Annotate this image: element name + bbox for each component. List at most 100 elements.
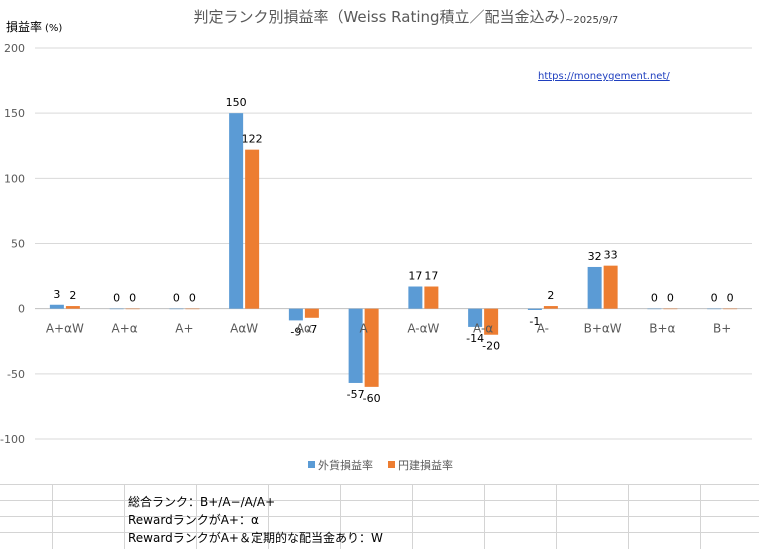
data-label: 122 — [242, 133, 263, 146]
sheet-col-line — [196, 484, 197, 549]
bar-foreign — [647, 308, 662, 310]
y-tick-label: 150 — [4, 107, 25, 120]
bar-foreign — [468, 308, 483, 327]
y-tick-label: 100 — [4, 172, 25, 185]
sheet-col-line — [484, 484, 485, 549]
chart-subtitle: ~2025/9/7 — [565, 15, 618, 26]
bar-foreign — [169, 308, 184, 310]
bar-foreign — [348, 308, 363, 383]
x-category-label: A+αW — [46, 322, 84, 336]
data-label: -1 — [529, 315, 540, 328]
bar-yen — [304, 308, 319, 318]
bar-yen — [603, 265, 618, 309]
sheet-col-line — [412, 484, 413, 549]
data-label: 2 — [69, 289, 76, 302]
legend-swatch-yen — [388, 461, 395, 468]
data-label: -14 — [466, 332, 484, 345]
chart-area: 3 2 0 0 0 0 150 122 -9 -7 -57 -60 17 17 -14 -20 -1 2 32 33 0… — [0, 8, 752, 472]
legend-label-foreign: 外貨損益率 — [318, 458, 373, 472]
note-overall-rank[interactable]: 総合ランク：B+/A−/A/A+ — [128, 495, 276, 509]
bar-foreign — [49, 304, 64, 309]
sheet-row — [0, 532, 759, 549]
x-category-label: B+ — [713, 322, 731, 336]
y-tick-label: 50 — [11, 238, 25, 251]
data-label: 0 — [173, 292, 180, 305]
sheet-col-line — [556, 484, 557, 549]
bar-yen — [723, 308, 738, 310]
sheet-col-line — [340, 484, 341, 549]
y-axis-ticks: -100 -50 0 50 100 150 200 — [0, 42, 25, 446]
data-label: 3 — [53, 288, 60, 301]
sheet-col-line — [124, 484, 125, 549]
x-category-label: A-α — [473, 322, 493, 336]
legend-label-yen: 円建損益率 — [398, 458, 453, 472]
data-label: 2 — [547, 289, 554, 302]
chart-title: 判定ランク別損益率（Weiss Rating積立／配当金込み） — [193, 8, 574, 26]
x-axis-categories: A+αW A+α A+ AαW Aα A A-αW A-α A- B+αW B+α B+ — [46, 322, 731, 336]
data-label: 0 — [189, 292, 196, 305]
bar-yen — [245, 149, 260, 309]
data-label: 150 — [226, 96, 247, 109]
data-label: -7 — [306, 323, 317, 336]
data-label: 0 — [727, 292, 734, 305]
data-label: 17 — [408, 270, 422, 283]
bar-yen — [543, 306, 558, 309]
spreadsheet-cells: 総合ランク：B+/A−/A/A+ RewardランクがA+：α Rewardラン… — [0, 484, 759, 549]
data-label: 32 — [588, 250, 602, 263]
x-category-label: A — [360, 322, 369, 336]
x-category-label: AαW — [230, 322, 258, 336]
x-category-label: A- — [537, 322, 549, 336]
y-axis-label: 損益率 — [6, 19, 42, 34]
bar-yen — [364, 308, 379, 387]
sheet-row — [0, 484, 759, 501]
y-tick-label: 0 — [18, 303, 25, 316]
data-label: -20 — [482, 340, 500, 353]
bar-yen — [125, 308, 140, 310]
y-tick-label: -100 — [0, 433, 25, 446]
bar-yen — [484, 308, 499, 335]
sheet-row — [0, 500, 759, 517]
bar-foreign — [229, 113, 244, 309]
x-category-label: Aα — [296, 322, 312, 336]
legend-swatch-foreign — [308, 461, 315, 468]
bar-yen — [663, 308, 678, 310]
bar-yen — [185, 308, 200, 310]
bar-foreign — [587, 266, 602, 309]
legend: 外貨損益率 円建損益率 — [308, 458, 453, 472]
sheet-col-line — [268, 484, 269, 549]
x-category-label: B+α — [649, 322, 675, 336]
source-link[interactable]: https://moneygement.net/ — [538, 71, 670, 82]
bar-foreign — [408, 286, 423, 309]
data-label: -57 — [347, 388, 365, 401]
x-category-label: A-αW — [407, 322, 439, 336]
sheet-col-line — [52, 484, 53, 549]
y-axis-unit: (%) — [45, 23, 62, 34]
note-reward-alpha[interactable]: RewardランクがA+：α — [128, 513, 259, 527]
x-category-label: A+ — [175, 322, 193, 336]
bar-foreign — [288, 308, 303, 321]
bar-foreign — [527, 308, 542, 310]
data-label: 33 — [604, 249, 618, 262]
y-tick-label: 200 — [4, 42, 25, 55]
data-label: 0 — [711, 292, 718, 305]
x-category-label: A+α — [112, 322, 138, 336]
y-tick-label: -50 — [7, 368, 25, 381]
note-reward-w[interactable]: RewardランクがA+＆定期的な配当金あり：W — [128, 531, 383, 545]
bar-yen — [424, 286, 439, 309]
sheet-row — [0, 516, 759, 533]
data-label: 0 — [667, 292, 674, 305]
gridlines — [35, 47, 752, 440]
bar-foreign — [707, 308, 722, 310]
data-label: 17 — [424, 270, 438, 283]
data-label: 0 — [651, 292, 658, 305]
bar-yen — [65, 306, 80, 309]
x-category-label: B+αW — [584, 322, 622, 336]
sheet-col-line — [700, 484, 701, 549]
data-label: -9 — [290, 325, 301, 338]
data-label: -60 — [363, 392, 381, 405]
sheet-col-line — [628, 484, 629, 549]
data-label: 0 — [129, 292, 136, 305]
bars — [49, 113, 738, 387]
